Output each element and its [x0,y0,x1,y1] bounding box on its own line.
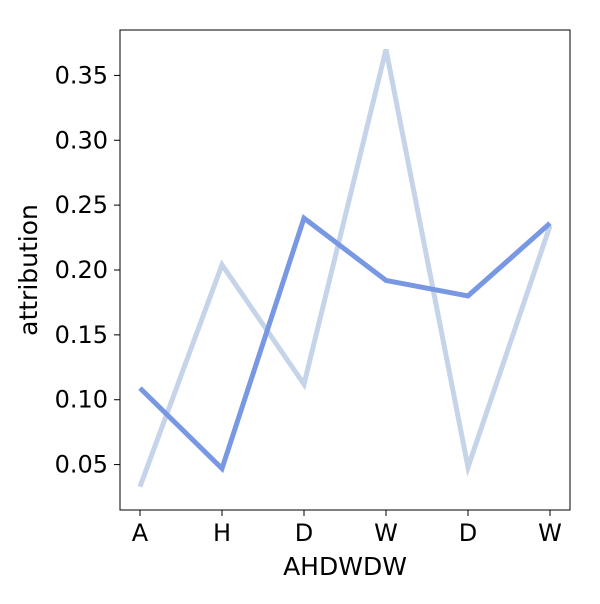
y-tick-label: 0.10 [55,386,108,414]
y-tick-label: 0.20 [55,256,108,284]
x-tick-label: D [295,519,313,547]
x-tick-label: A [132,519,149,547]
y-tick-label: 0.30 [55,126,108,154]
y-tick-label: 0.15 [55,321,108,349]
x-axis-label: AHDWDW [283,552,407,581]
y-tick-label: 0.05 [55,451,108,479]
y-tick-label: 0.25 [55,191,108,219]
series-line-2 [138,213,552,474]
y-tick-label: 0.35 [55,61,108,89]
x-tick-label: W [374,519,398,547]
y-axis-label: attribution [14,204,43,336]
series-line-1 [137,48,553,488]
x-tick-label: D [459,519,477,547]
series-layer [137,48,553,488]
y-axis: 0.05 0.10 0.15 0.20 0.25 0.30 0.35 [55,61,120,479]
x-tick-label: H [213,519,231,547]
x-tick-label: W [538,519,562,547]
